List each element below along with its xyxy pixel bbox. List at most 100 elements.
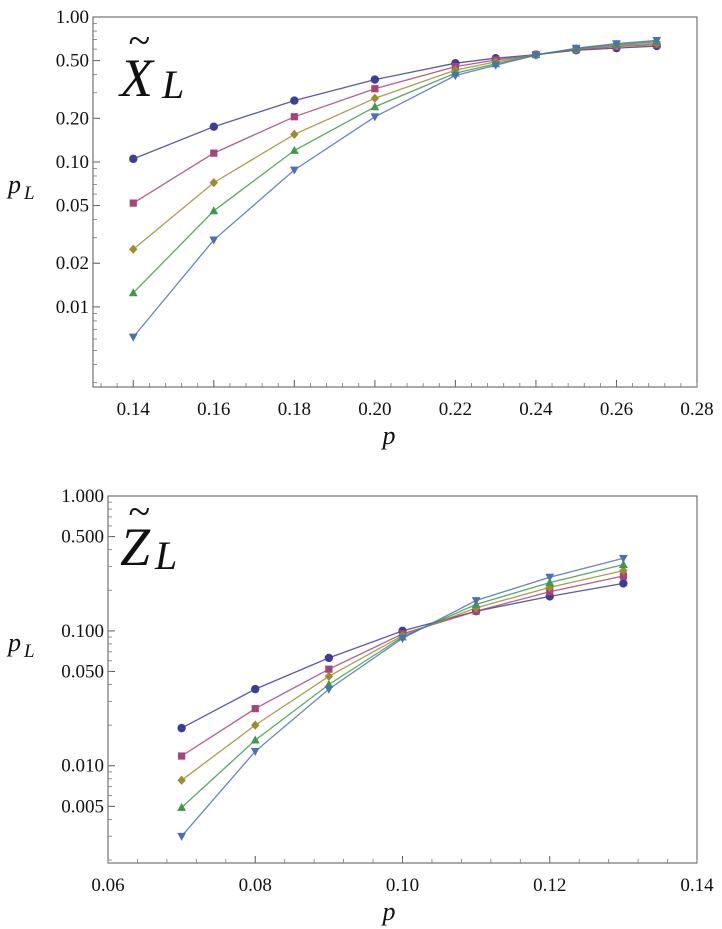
x-tick-label: 0.10 — [386, 875, 419, 896]
x-tick-label: 0.28 — [680, 399, 713, 420]
data-point — [398, 634, 407, 643]
data-point — [545, 573, 555, 582]
panel-x-logical: 0.14 0.16 0.18 0.20 0.22 0.24 0.26 0.28 1.00 0.50… — [6, 7, 714, 450]
data-point — [325, 665, 333, 673]
plot-frame — [92, 16, 698, 388]
y-tick-label: 0.10 — [56, 152, 89, 173]
data-point — [491, 61, 501, 70]
data-point — [289, 145, 299, 154]
panel-title-accent: ~ — [128, 489, 150, 534]
y-tick-label: 0.20 — [56, 108, 89, 129]
data-point — [370, 93, 380, 103]
data-point — [290, 96, 299, 105]
y-axis-title-main: p — [6, 628, 21, 657]
data-point — [545, 577, 555, 586]
data-point — [129, 244, 138, 254]
panel-title-main: Z — [120, 517, 151, 577]
data-point — [177, 775, 186, 785]
data-point — [571, 44, 581, 53]
data-point — [471, 597, 481, 606]
panel-title: Z L ~ — [120, 489, 177, 578]
y-tick-label: 1.00 — [56, 7, 89, 28]
data-point — [251, 705, 259, 713]
data-point — [618, 554, 628, 563]
series-line-1 — [181, 582, 624, 729]
x-tick-label: 0.24 — [519, 399, 553, 420]
y-axis-title-sub: L — [23, 641, 35, 662]
panel-title-sub: L — [161, 62, 184, 107]
data-point — [371, 85, 379, 93]
panel-z-logical: 0.06 0.08 0.10 0.12 0.14 1.000 0.500 0.100 0.050… — [6, 486, 714, 926]
data-point — [250, 735, 260, 744]
series-group — [177, 554, 628, 841]
data-point — [619, 565, 628, 576]
data-point — [178, 752, 186, 760]
x-tick-label: 0.08 — [239, 875, 272, 896]
panel-title-sub: L — [154, 533, 177, 578]
x-tick-label: 0.06 — [91, 875, 124, 896]
data-point — [619, 579, 628, 588]
data-point — [324, 685, 334, 694]
x-tick-label: 0.22 — [439, 399, 472, 420]
x-tick-label: 0.26 — [600, 399, 633, 420]
data-point — [652, 36, 662, 45]
y-axis-title-sub: L — [23, 183, 35, 204]
series-line-3 — [132, 42, 657, 250]
data-point — [129, 199, 137, 207]
series-line-4 — [181, 563, 624, 808]
x-tick-label: 0.14 — [680, 875, 714, 896]
y-axis-title: p L — [6, 170, 35, 204]
data-point — [324, 653, 334, 663]
data-point — [370, 75, 380, 84]
y-tick-label: 0.500 — [61, 527, 104, 548]
series-line-4 — [132, 41, 657, 294]
data-point — [612, 40, 621, 49]
y-tick-label: 1.000 — [61, 486, 104, 507]
data-point — [370, 102, 380, 111]
data-point — [128, 333, 138, 342]
y-tick-label: 0.01 — [56, 297, 89, 318]
data-point — [128, 288, 138, 297]
data-point — [177, 802, 187, 811]
data-point — [290, 113, 298, 121]
y-tick-label: 0.05 — [56, 196, 89, 217]
data-point — [324, 671, 334, 681]
data-point — [289, 166, 299, 175]
series-line-1 — [133, 45, 657, 160]
data-point — [209, 206, 219, 215]
x-tick-label: 0.12 — [533, 875, 566, 896]
data-point — [370, 113, 380, 122]
y-tick-label: 0.100 — [61, 621, 104, 642]
x-axis-title: p — [381, 421, 396, 450]
data-point — [618, 559, 628, 568]
panel-title-accent: ~ — [128, 18, 150, 63]
data-point — [177, 723, 186, 733]
y-tick-label: 0.005 — [61, 796, 104, 817]
series-line-5 — [181, 557, 624, 837]
data-point — [471, 603, 481, 613]
y-tick-label: 0.02 — [56, 253, 89, 274]
y-axis-title: p L — [6, 628, 35, 662]
series-line-2 — [181, 575, 624, 757]
data-point — [209, 178, 218, 188]
series-group — [128, 36, 662, 342]
data-point — [177, 832, 187, 841]
panel-title: X L ~ — [118, 18, 184, 108]
y-axis-title-main: p — [6, 170, 21, 199]
y-tick-label: 0.010 — [61, 756, 104, 777]
panel-title-main: X — [118, 48, 155, 108]
data-point — [129, 154, 138, 164]
plot-frame — [107, 495, 698, 864]
data-point — [209, 236, 219, 245]
data-point — [251, 720, 260, 730]
data-point — [250, 747, 260, 756]
x-tick-label: 0.18 — [278, 399, 311, 420]
x-axis-title: p — [381, 897, 396, 926]
data-point — [251, 684, 260, 694]
series-line-5 — [132, 39, 657, 338]
data-point — [290, 129, 299, 139]
series-line-3 — [181, 569, 624, 781]
data-point — [209, 122, 218, 131]
y-tick-label: 0.050 — [61, 661, 104, 682]
